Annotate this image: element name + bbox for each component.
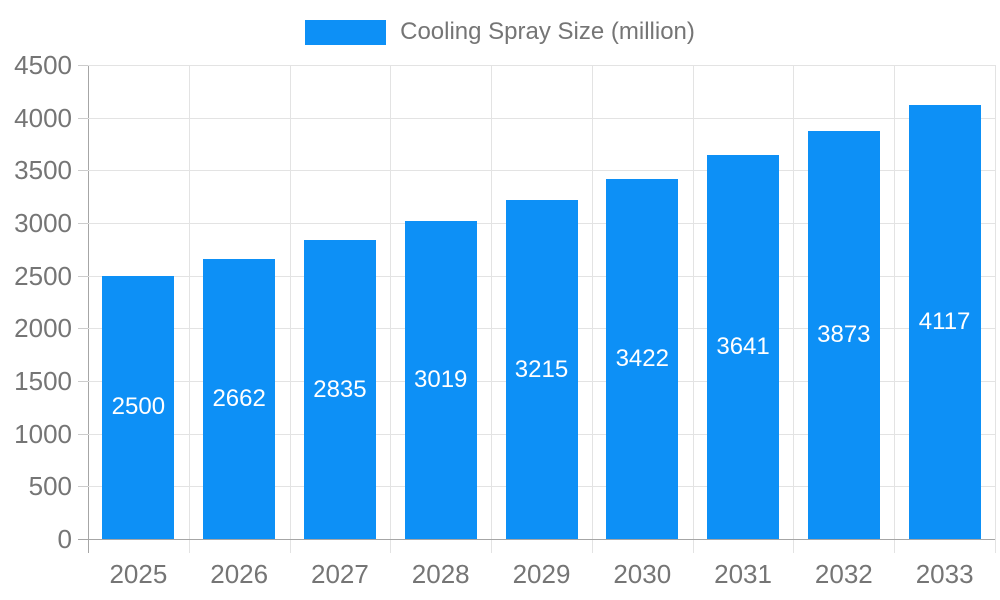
y-axis-tick <box>78 117 88 119</box>
y-axis-tick <box>78 65 88 66</box>
y-axis-tick-label: 500 <box>28 471 72 502</box>
bar[interactable]: 2662 <box>203 258 276 539</box>
x-axis-tick-label: 2025 <box>109 559 168 589</box>
x-axis-line <box>78 539 995 540</box>
bar-value-label: 3019 <box>414 366 468 393</box>
y-axis-tick-label: 4000 <box>14 102 72 133</box>
y-axis-line <box>88 65 89 553</box>
y-axis-tick-label: 0 <box>57 524 72 554</box>
x-axis-tick-label: 2030 <box>613 559 672 589</box>
bar-value-label: 2662 <box>212 384 266 412</box>
x-gridline <box>793 65 795 553</box>
x-gridline <box>692 65 694 553</box>
x-axis-tick-label: 2031 <box>714 559 772 589</box>
y-gridline <box>88 117 995 119</box>
x-axis-tick-label: 2032 <box>814 559 873 589</box>
y-axis-tick <box>78 433 88 435</box>
bar-value-label: 3215 <box>514 355 569 383</box>
plot-area: 2500 2662 2835 3019 3215 3422 3641 3873 4117 <box>88 65 996 553</box>
x-axis-tick-label: 2026 <box>210 559 269 589</box>
bar[interactable]: 3215 <box>505 200 578 539</box>
x-axis-tick-label: 2033 <box>915 559 974 589</box>
x-gridline <box>289 65 291 553</box>
x-gridline <box>894 65 896 553</box>
bar[interactable]: 3422 <box>606 178 679 539</box>
y-axis-tick-label: 3500 <box>14 155 72 186</box>
y-axis-tick-label: 2000 <box>14 313 72 344</box>
x-gridline <box>995 65 996 553</box>
bar-value-label: 2835 <box>313 375 367 403</box>
legend[interactable]: Cooling Spray Size (million) <box>0 14 1000 50</box>
x-gridline <box>188 65 190 553</box>
y-axis-tick <box>78 381 88 382</box>
y-axis-tick-label: 1500 <box>14 366 72 396</box>
y-gridline <box>88 170 995 172</box>
y-axis-tick-label: 4500 <box>14 50 72 80</box>
bar[interactable]: 3873 <box>807 131 880 539</box>
bar-value-label: 3873 <box>817 321 871 349</box>
bar[interactable]: 3641 <box>707 155 780 539</box>
legend-label: Cooling Spray Size (million) <box>400 18 695 45</box>
bar-value-label: 2500 <box>111 393 166 421</box>
bar-value-label: 3641 <box>716 333 770 361</box>
x-axis-tick-label: 2029 <box>512 559 571 589</box>
bar-value-label: 3422 <box>615 344 669 372</box>
x-axis-tick-label: 2028 <box>411 559 470 589</box>
y-axis-tick <box>78 328 88 330</box>
legend-swatch <box>305 19 387 45</box>
x-gridline <box>491 65 493 553</box>
x-axis-tick-label: 2027 <box>311 559 369 589</box>
bar[interactable]: 2500 <box>102 275 175 539</box>
x-gridline <box>390 65 392 553</box>
bar[interactable]: 3019 <box>404 221 477 539</box>
y-axis-tick <box>78 223 88 224</box>
x-gridline <box>591 65 593 553</box>
y-axis-tick <box>78 275 88 277</box>
bar[interactable]: 4117 <box>908 105 981 539</box>
y-gridline <box>88 65 995 66</box>
y-axis-tick-label: 3000 <box>14 208 72 238</box>
y-axis-tick <box>78 486 88 488</box>
y-axis-tick-label: 2500 <box>14 260 72 291</box>
bar[interactable]: 2835 <box>303 240 376 539</box>
y-axis-tick <box>78 170 88 172</box>
bar-value-label: 4117 <box>918 308 971 336</box>
y-axis-tick-label: 1000 <box>14 418 72 449</box>
